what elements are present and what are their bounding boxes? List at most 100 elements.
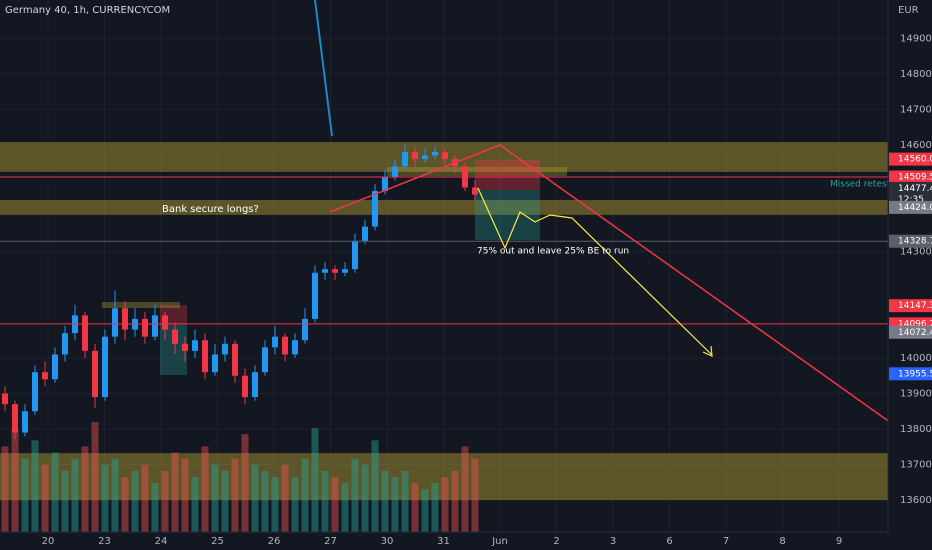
y-tick-label: 13900.0 (900, 388, 932, 399)
price-label-box (889, 200, 932, 214)
small-zone (102, 302, 180, 308)
x-tick-label: 20 (42, 536, 55, 547)
volume-bar (401, 470, 409, 532)
trend-line (329, 144, 932, 453)
candle-body (32, 372, 38, 412)
y-tick-label: 14700.0 (900, 104, 932, 115)
currency: EUR (898, 5, 919, 16)
candle-body (202, 340, 208, 373)
y-tick-label: 13600.0 (900, 495, 932, 506)
volume-bar (371, 440, 379, 532)
x-tick-label: 3 (610, 536, 616, 547)
volume-bar (61, 470, 69, 532)
y-tick-label: 14000.0 (900, 353, 932, 364)
candle-body (472, 187, 478, 195)
x-tick-label: 25 (211, 536, 224, 547)
volume-bar (21, 458, 29, 532)
volume-bar (221, 470, 229, 532)
volume-bar (411, 483, 419, 532)
candle-body (222, 343, 228, 355)
candle-body (302, 318, 308, 341)
volume-bar (151, 483, 159, 532)
volume-bar (131, 470, 139, 532)
candle-body (392, 166, 398, 177)
candle-body (112, 308, 118, 337)
axis-labels: 14900.0 14800.0 14700.0 14600.0 14300.0 14000… (42, 33, 932, 547)
projection-path (477, 187, 713, 356)
candle-body (102, 336, 108, 398)
volume-bar (141, 464, 149, 532)
candle-body (2, 393, 8, 405)
y-tick-label: 14600.0 (900, 140, 932, 151)
volume-bar (241, 434, 249, 532)
candle-body (382, 176, 388, 192)
candle-body (402, 152, 408, 167)
price-label: 13955.5 (898, 369, 932, 379)
volume-bar (381, 470, 389, 532)
volume-bar (211, 464, 219, 532)
volume-bar (171, 452, 179, 532)
y-tick-label: 13700.0 (900, 460, 932, 471)
volume-bar (1, 446, 9, 532)
volume-bar (231, 458, 239, 532)
volume-bar (71, 458, 79, 532)
candle-body (292, 340, 298, 355)
volume-bar (341, 483, 349, 532)
annotation: 75% out and leave 25% BE to run (477, 247, 629, 257)
candle-body (22, 411, 28, 433)
volume-bar (181, 458, 189, 532)
arrow-head (702, 345, 713, 357)
price-label: 14147.3 (898, 301, 932, 311)
x-tick-label: 31 (437, 536, 450, 547)
volume-bar (201, 446, 209, 532)
candle-body (12, 404, 18, 433)
volume-bar (91, 422, 99, 532)
x-tick-label: 8 (779, 536, 785, 547)
price-label-box (889, 299, 932, 313)
volume-bar (81, 446, 89, 532)
candle-body (122, 308, 128, 330)
candle-body (162, 315, 168, 330)
candle-body (352, 240, 358, 270)
volume-bar (271, 477, 279, 532)
candle-body (262, 347, 268, 373)
candle-body (242, 375, 248, 398)
price-axis (888, 0, 932, 550)
volume-bar (461, 446, 469, 532)
zone (0, 199, 888, 215)
volume-bar (471, 458, 479, 532)
candle-body (442, 152, 448, 160)
candle-body (422, 155, 428, 160)
candle-body (192, 340, 198, 351)
price-label: 14560.0 (898, 155, 932, 165)
candle-body (152, 315, 158, 337)
candle-body (312, 272, 318, 319)
zone (0, 453, 888, 501)
candle-body (92, 350, 98, 398)
annotation: Missed retest M (830, 180, 901, 190)
volume-bar (111, 458, 119, 532)
candle-body (52, 354, 58, 380)
price-lines (0, 176, 888, 325)
volume-bar (291, 477, 299, 532)
candle-body (82, 315, 88, 351)
x-tick-label: 24 (155, 536, 168, 547)
x-tick-label: 2 (553, 536, 559, 547)
x-tick-label: 9 (836, 536, 842, 547)
x-tick-label: 30 (381, 536, 394, 547)
target-box (475, 190, 540, 240)
candle-body (272, 336, 278, 348)
small-zone (387, 167, 567, 176)
volume-bar (161, 470, 169, 532)
volume-bar (421, 489, 429, 532)
x-tick-label: Jun (491, 536, 508, 547)
volume-bar (441, 477, 449, 532)
candle-body (342, 269, 348, 273)
candle-body (232, 343, 238, 376)
trend-line (314, 0, 333, 137)
volume-bar (101, 464, 109, 532)
price-label: 14477.4 (898, 184, 932, 194)
candle-body (332, 269, 338, 273)
candle-body (62, 333, 68, 355)
